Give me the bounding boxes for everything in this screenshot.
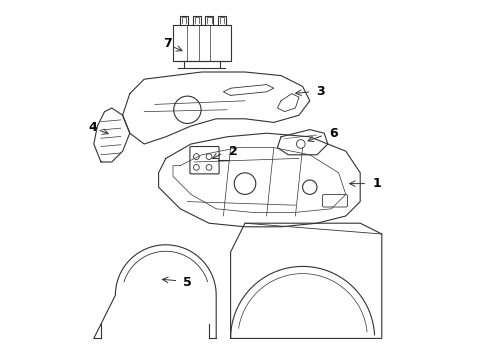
FancyBboxPatch shape bbox=[322, 194, 347, 207]
FancyBboxPatch shape bbox=[190, 147, 219, 174]
Text: 1: 1 bbox=[373, 177, 382, 190]
Text: 5: 5 bbox=[183, 276, 192, 289]
Text: 4: 4 bbox=[88, 121, 97, 134]
Text: 6: 6 bbox=[329, 127, 338, 140]
Text: 7: 7 bbox=[163, 37, 172, 50]
Text: 2: 2 bbox=[229, 145, 238, 158]
Text: 3: 3 bbox=[316, 85, 325, 98]
